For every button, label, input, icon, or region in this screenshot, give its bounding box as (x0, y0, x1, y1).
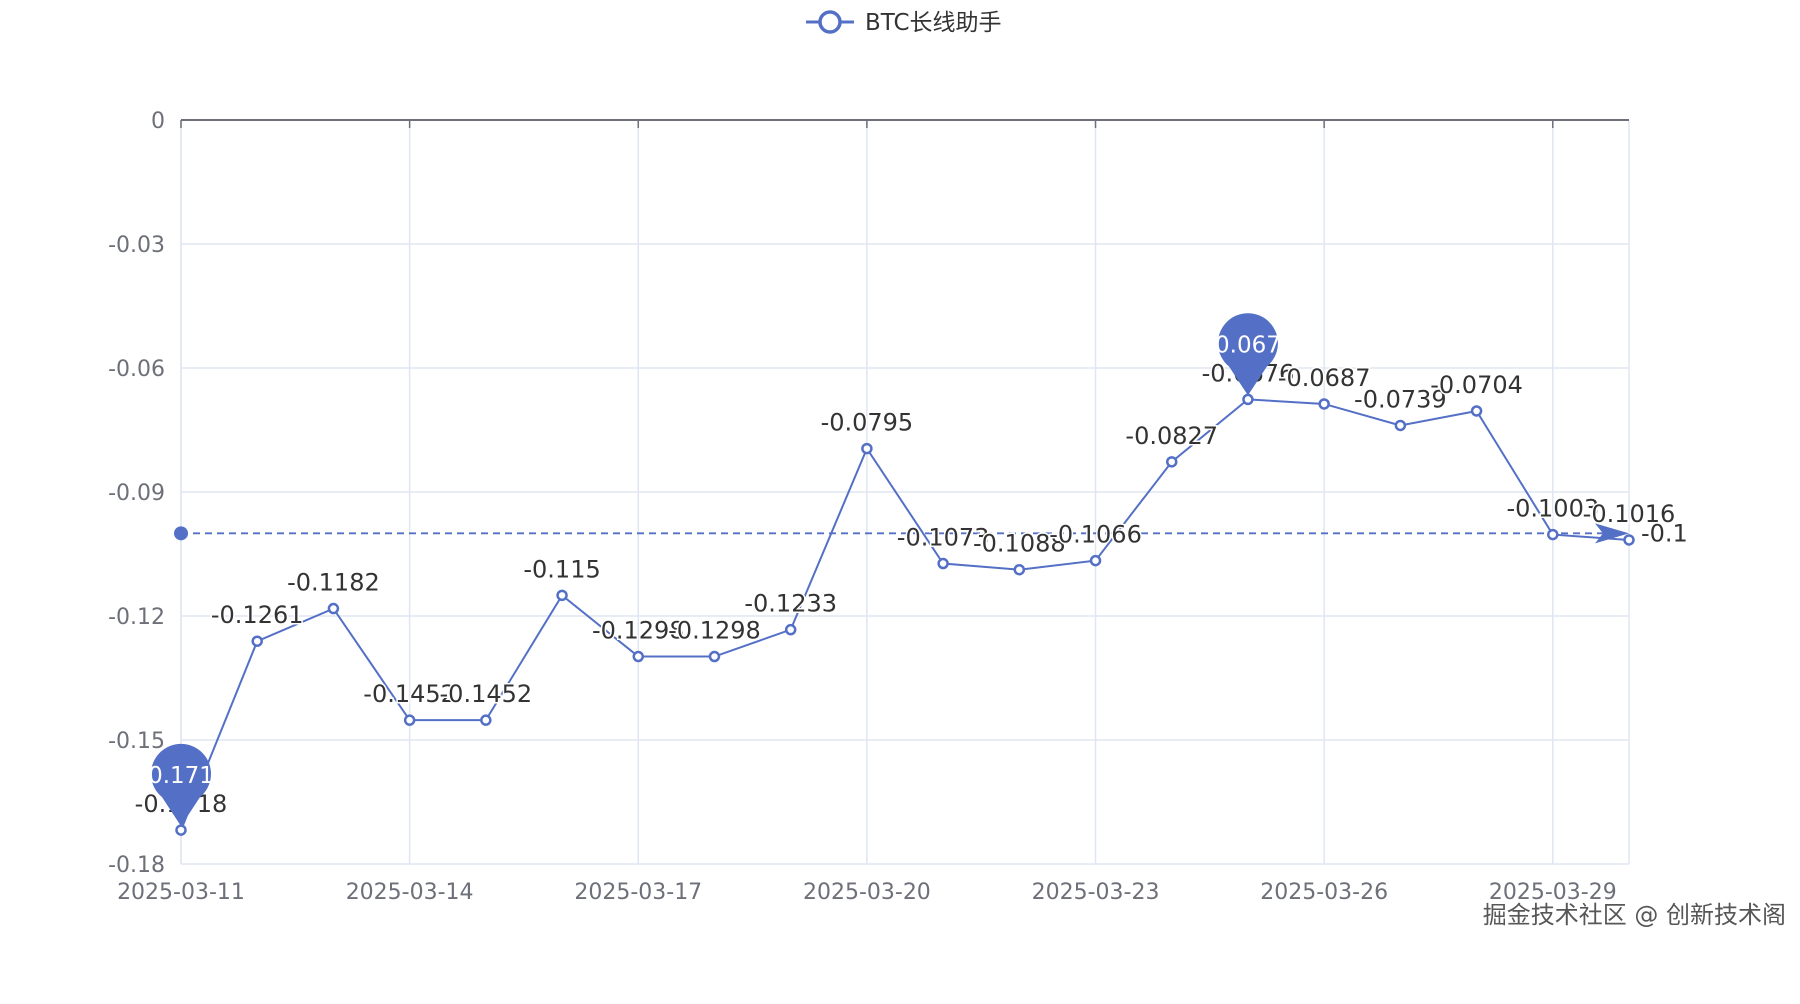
data-label: -0.1261 (211, 601, 304, 629)
data-label: -0.1298 (668, 617, 761, 645)
x-tick-label: 2025-03-29 (1489, 880, 1617, 905)
data-label: -0.0795 (821, 409, 914, 437)
y-tick-label: -0.03 (108, 233, 165, 258)
y-tick-label: -0.15 (108, 729, 165, 754)
series-line-path (180, 398, 1630, 831)
data-point (1547, 528, 1559, 541)
data-labels: -0.1718-0.1261-0.1182-0.1452-0.1452-0.11… (133, 358, 1677, 820)
data-point (1165, 456, 1178, 468)
data-label: -0.0827 (1125, 422, 1218, 450)
data-label: -0.1452 (440, 680, 533, 708)
x-tick-label: 2025-03-17 (574, 880, 702, 905)
data-label: -0.0739 (1354, 385, 1447, 413)
data-point (480, 714, 492, 726)
watermark: 掘金技术社区 @ 创新技术阁 (1482, 901, 1786, 929)
data-label: -0.1016 (1583, 500, 1676, 528)
series-line (175, 393, 1635, 836)
axes (180, 119, 1629, 128)
data-point (1394, 419, 1407, 432)
data-point (1013, 563, 1026, 576)
data-label: -0.0704 (1430, 371, 1523, 399)
data-point (708, 650, 721, 663)
data-point (784, 623, 797, 636)
data-label: -0.1073 (897, 524, 990, 552)
x-tick-label: 2025-03-23 (1032, 880, 1160, 905)
y-tick-label: -0.06 (108, 357, 165, 382)
data-point (1318, 398, 1330, 410)
data-label: -0.1066 (1049, 521, 1142, 549)
y-tick-label: 0 (151, 109, 165, 134)
y-tick-label: -0.09 (108, 481, 165, 506)
data-label: -0.1182 (287, 569, 380, 597)
data-label: -0.1003 (1506, 495, 1599, 523)
data-point (403, 714, 416, 726)
y-tick-label: -0.18 (108, 853, 165, 878)
legend-label: BTC长线助手 (865, 10, 1002, 36)
legend-symbol-icon (818, 10, 842, 34)
min-mark-label: 0.171 (148, 763, 214, 789)
data-label: -0.0687 (1278, 364, 1371, 392)
max-mark-label: 0.067 (1215, 332, 1281, 358)
data-point (861, 442, 873, 455)
data-point (632, 650, 645, 663)
data-point (175, 824, 187, 836)
mark-line-label: -0.1 (1641, 519, 1688, 547)
x-tick-label: 2025-03-26 (1260, 880, 1388, 905)
x-tick-label: 2025-03-20 (803, 880, 931, 905)
data-label: -0.1233 (744, 590, 837, 618)
data-point (1242, 393, 1254, 406)
grid-lines (180, 120, 1630, 865)
y-tick-label: -0.12 (108, 605, 165, 630)
x-tick-label: 2025-03-14 (346, 880, 474, 905)
data-label: -0.115 (523, 555, 600, 583)
data-point (1623, 534, 1635, 546)
data-point (1470, 405, 1483, 417)
min-mark-pin (151, 743, 211, 827)
max-mark-pin (1217, 313, 1278, 396)
legend[interactable]: BTC长线助手 (806, 10, 1002, 36)
data-point (251, 635, 263, 647)
data-point (1089, 554, 1102, 567)
mark-points: 0.171 0.067 (148, 313, 1281, 827)
data-label: -0.1298 (592, 617, 685, 645)
data-label: -0.1088 (973, 530, 1066, 558)
data-point (937, 557, 949, 570)
data-point (327, 602, 340, 615)
x-tick-label: 2025-03-11 (117, 880, 245, 905)
data-point (556, 589, 568, 602)
tick-labels: 0-0.03-0.06-0.09-0.12-0.15-0.182025-03-1… (108, 109, 1617, 905)
data-label: -0.1452 (363, 680, 456, 708)
